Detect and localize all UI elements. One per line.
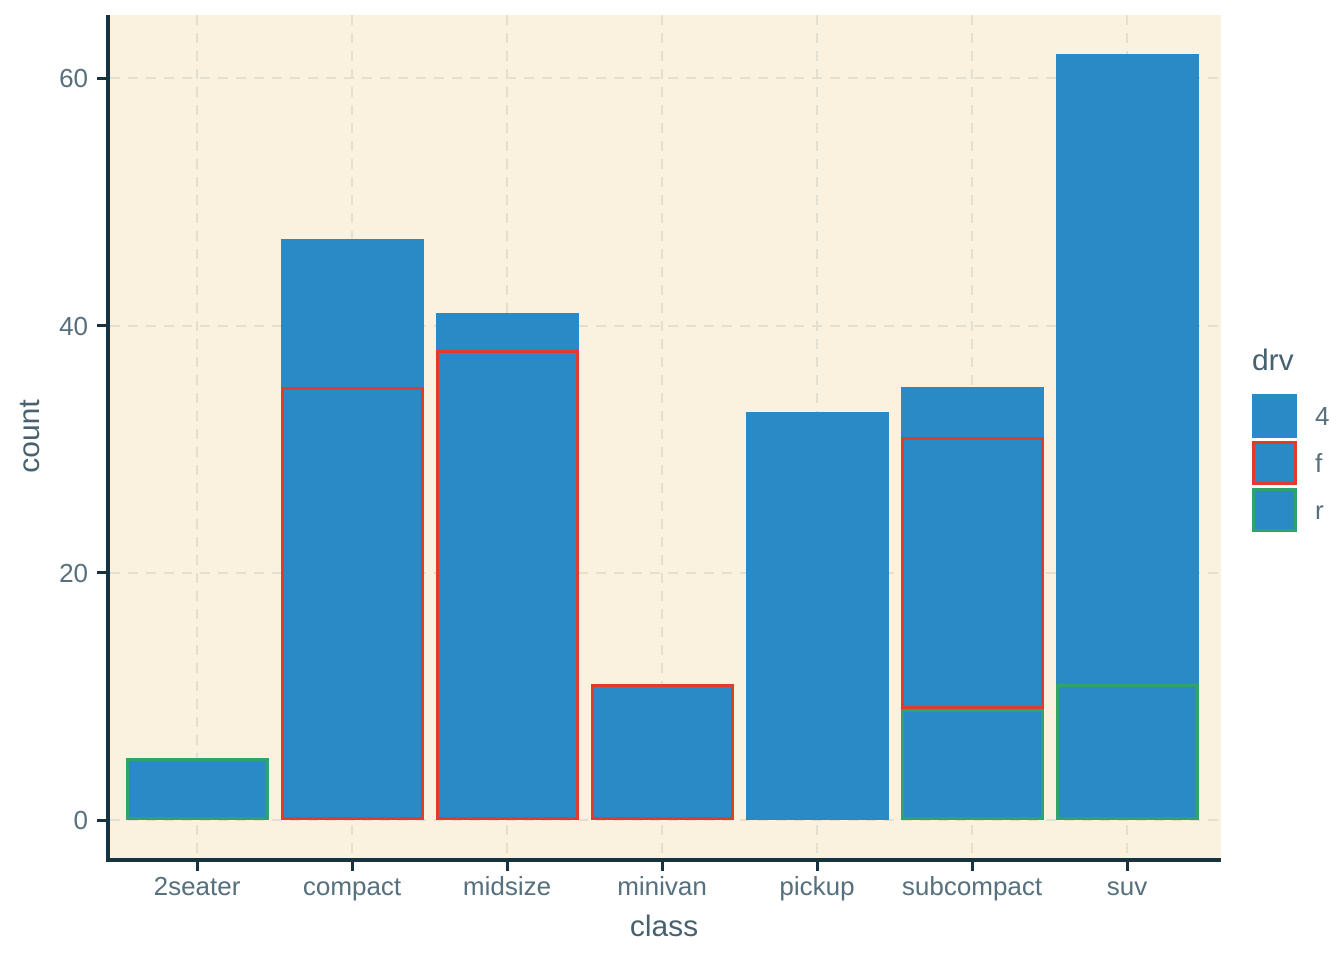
legend-key-label: r bbox=[1315, 494, 1324, 525]
bar-segment-compact-drv-f bbox=[280, 387, 424, 820]
y-tick-label: 60 bbox=[59, 63, 88, 94]
x-tick-mark bbox=[195, 862, 199, 871]
bar-segment-pickup-drv-4 bbox=[745, 412, 889, 820]
y-tick-mark bbox=[97, 571, 106, 575]
legend-key-label: 4 bbox=[1315, 400, 1330, 431]
x-tick-label-midsize: midsize bbox=[462, 871, 552, 901]
y-axis-title: count bbox=[13, 399, 46, 473]
bar-segment-subcompact-drv-r bbox=[900, 708, 1044, 820]
x-tick-label-2seater: 2seater bbox=[153, 871, 241, 901]
legend-swatch-r bbox=[1252, 488, 1297, 532]
y-tick-label: 0 bbox=[73, 805, 88, 835]
bar-segment-suv-drv-r bbox=[1055, 684, 1199, 820]
bar-segment-midsize-drv-4 bbox=[435, 313, 579, 351]
x-tick-label-minivan: minivan bbox=[617, 871, 707, 901]
y-tick-label: 20 bbox=[59, 557, 88, 588]
x-axis-title: class bbox=[629, 910, 699, 943]
bar-segment-compact-drv-4 bbox=[280, 239, 424, 388]
y-tick-label: 40 bbox=[59, 310, 88, 341]
y-tick-mark bbox=[97, 818, 106, 822]
y-tick-mark bbox=[97, 324, 106, 328]
x-tick-mark bbox=[660, 862, 664, 871]
x-tick-mark bbox=[350, 862, 354, 871]
legend-entry-r: r bbox=[1252, 488, 1329, 532]
x-tick-mark bbox=[505, 862, 509, 871]
legend-swatch-4 bbox=[1252, 394, 1297, 438]
bar-segment-minivan-drv-f bbox=[590, 684, 734, 820]
legend-title: drv bbox=[1252, 344, 1294, 377]
x-tick-label-pickup: pickup bbox=[779, 871, 855, 901]
legend-key-label: f bbox=[1315, 447, 1323, 478]
bar-segment-midsize-drv-f bbox=[435, 350, 579, 820]
major-gridline-horizontal bbox=[110, 324, 1221, 327]
x-tick-mark bbox=[970, 862, 974, 871]
bar-segment-subcompact-drv-f bbox=[900, 436, 1044, 709]
legend-entry-4: 4 bbox=[1252, 394, 1329, 438]
x-tick-mark bbox=[1125, 862, 1129, 871]
y-tick-mark bbox=[97, 76, 106, 80]
legend-swatch-f bbox=[1252, 441, 1297, 485]
major-gridline-horizontal bbox=[110, 571, 1221, 574]
bar-segment-subcompact-drv-4 bbox=[900, 387, 1044, 437]
x-tick-label-suv: suv bbox=[1106, 871, 1148, 901]
legend-entry-f: f bbox=[1252, 441, 1329, 485]
x-tick-mark bbox=[815, 862, 819, 871]
x-tick-label-compact: compact bbox=[302, 871, 402, 901]
bar-segment-suv-drv-4 bbox=[1055, 53, 1199, 685]
x-tick-label-subcompact: subcompact bbox=[901, 871, 1043, 901]
major-gridline-vertical bbox=[196, 15, 198, 858]
major-gridline-horizontal bbox=[110, 819, 1221, 821]
major-gridline-horizontal bbox=[110, 77, 1221, 80]
plot-panel bbox=[106, 15, 1221, 862]
bar-segment-2seater-drv-r bbox=[125, 758, 269, 820]
major-gridline-vertical bbox=[661, 15, 663, 858]
